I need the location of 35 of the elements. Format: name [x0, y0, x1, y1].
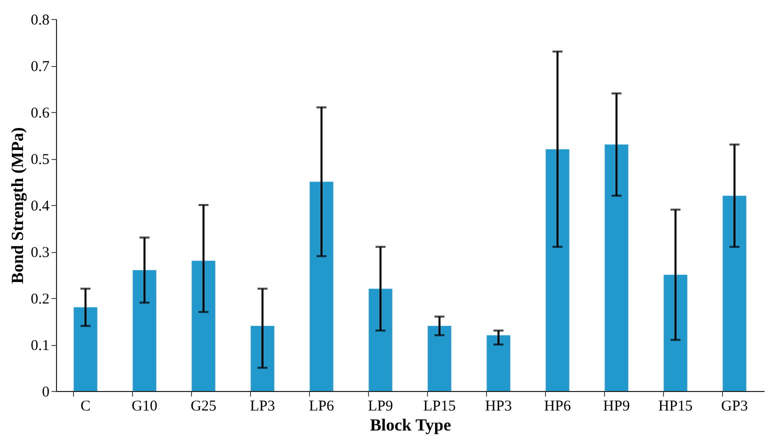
bar	[250, 326, 274, 391]
x-tick-label: LP6	[308, 398, 334, 414]
y-tick-label: 0.3	[30, 245, 50, 261]
bar	[192, 260, 216, 391]
bar	[368, 288, 392, 391]
y-tick-label: 0.6	[30, 106, 50, 122]
y-tick-label: 0.5	[30, 152, 50, 168]
x-tick-label: HP3	[485, 398, 512, 414]
bar	[722, 196, 746, 391]
x-tick-label: HP6	[544, 398, 572, 414]
bar	[428, 326, 452, 391]
y-tick-label: 0.1	[30, 338, 50, 354]
x-tick-label: G25	[190, 398, 216, 414]
y-tick-label: 0.8	[30, 12, 50, 28]
y-tick-label: 0	[42, 384, 50, 400]
y-tick-label: 0.7	[30, 59, 50, 75]
x-tick-label: C	[80, 398, 91, 414]
y-tick-label: 0.4	[30, 198, 50, 214]
bar	[132, 270, 156, 391]
bar	[74, 307, 98, 391]
y-tick-label: 0.2	[30, 292, 50, 308]
x-tick-label: HP15	[658, 398, 693, 414]
x-tick-label: HP9	[603, 398, 630, 414]
x-tick-label: LP3	[250, 398, 276, 414]
bar	[310, 182, 334, 391]
y-axis-title: Bond Strength (MPa)	[8, 127, 27, 284]
bar	[604, 144, 628, 391]
x-axis-title: Block Type	[370, 416, 452, 434]
x-tick-label: G10	[132, 398, 158, 414]
bar	[664, 274, 688, 391]
bar	[486, 335, 510, 391]
x-tick-label: LP15	[423, 398, 456, 414]
bar	[546, 149, 570, 391]
x-tick-label: LP9	[368, 398, 394, 414]
x-tick-label: GP3	[721, 398, 748, 414]
